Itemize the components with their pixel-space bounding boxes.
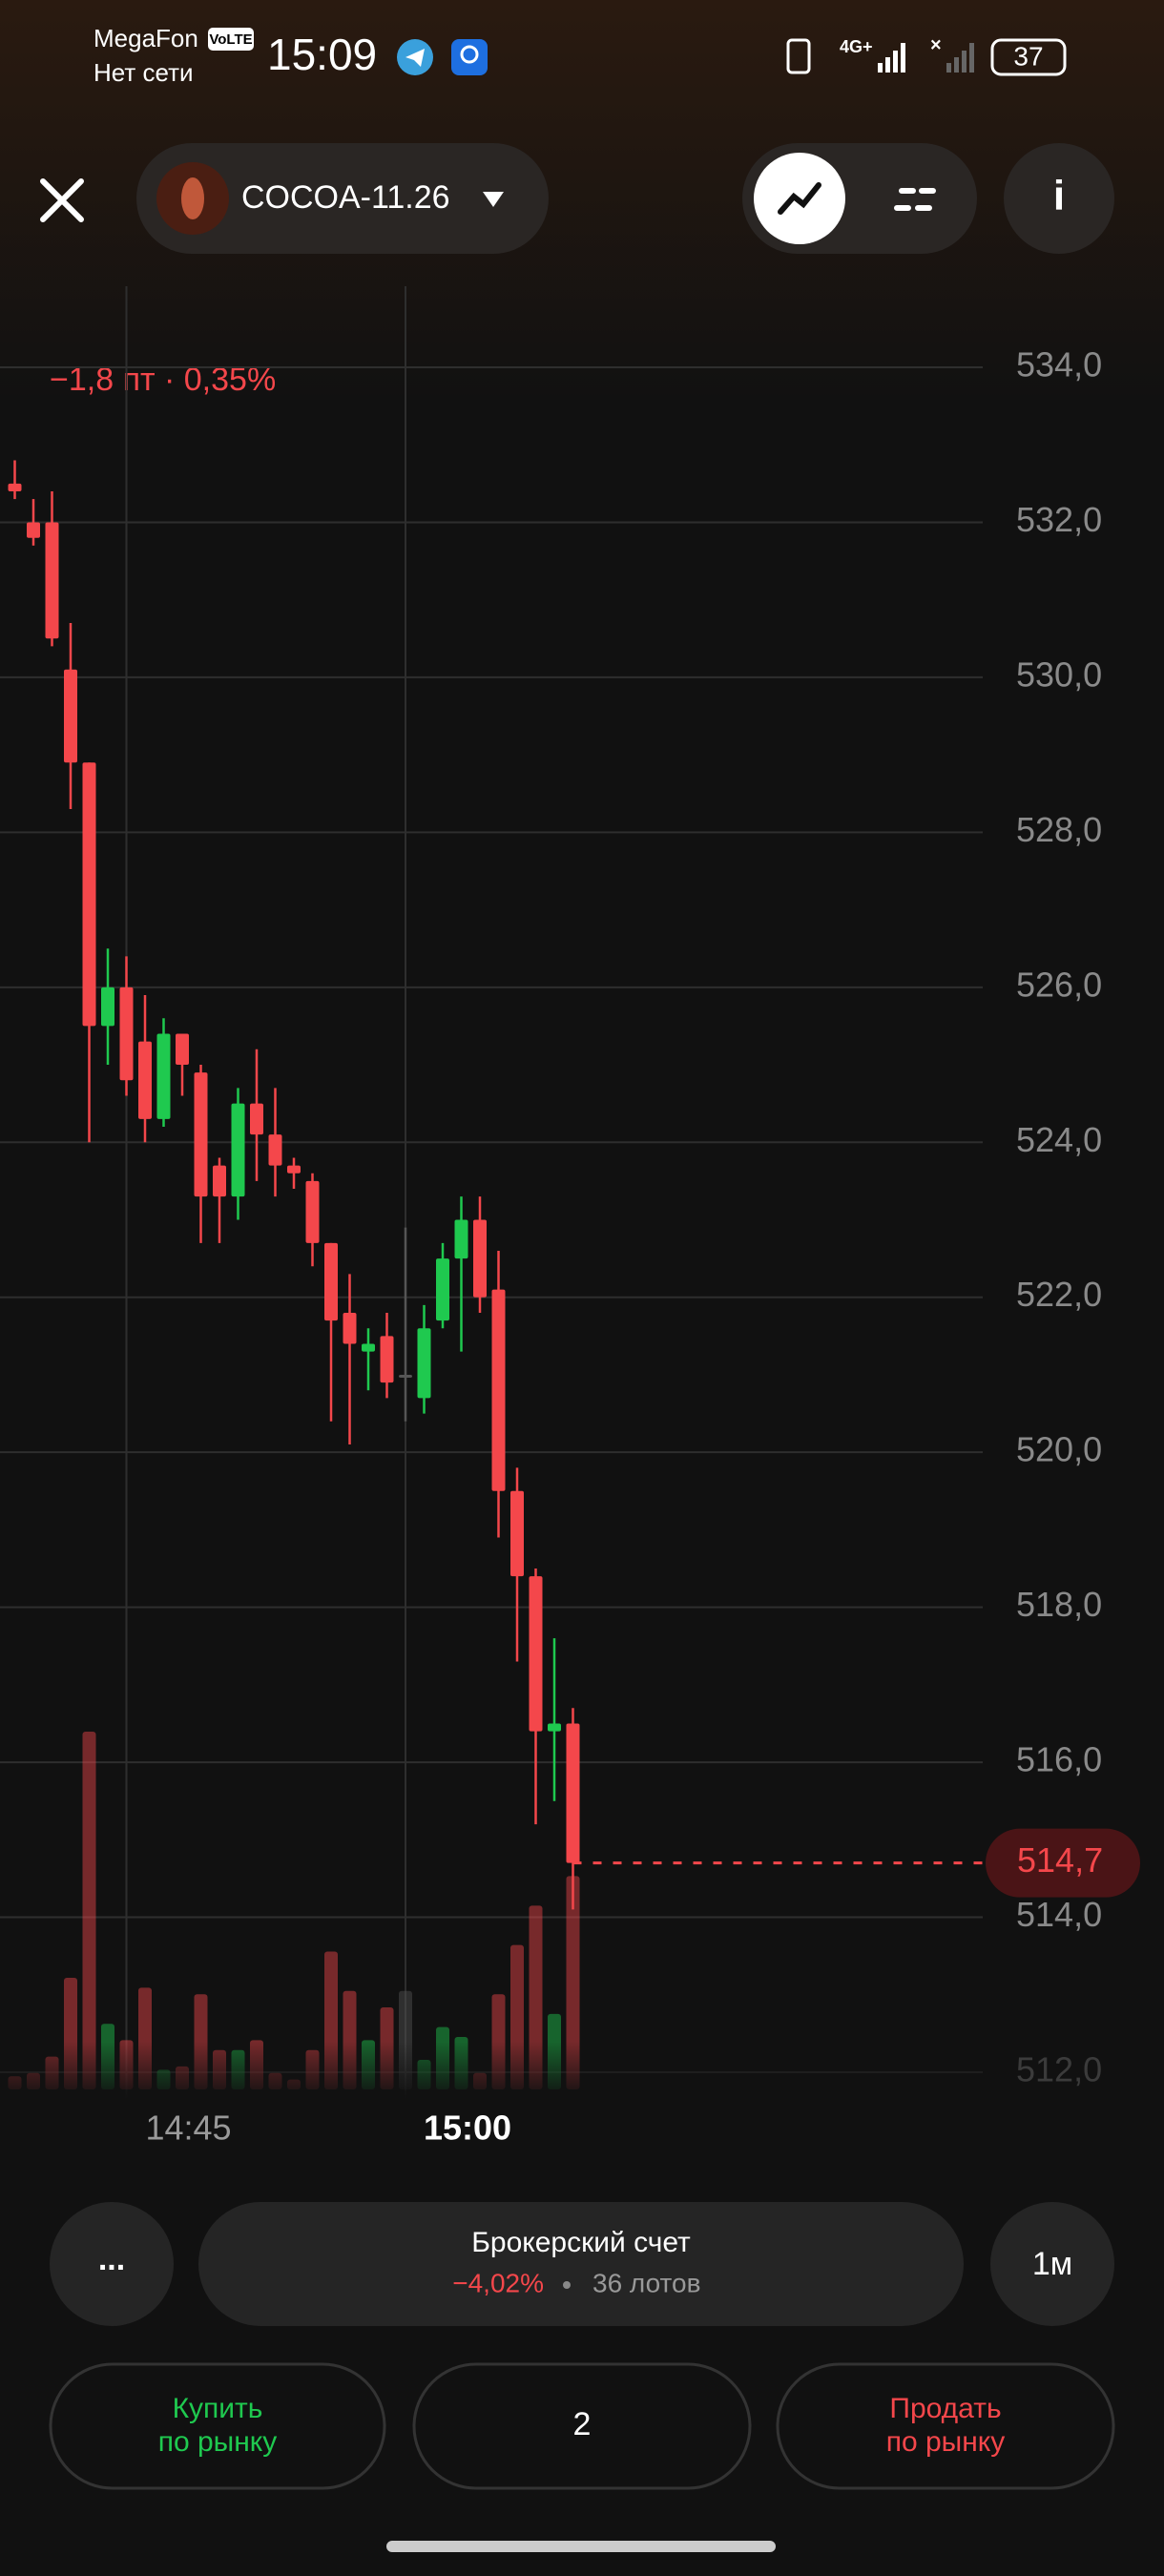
candle-body xyxy=(64,669,77,763)
y-tick-label: 522,0 xyxy=(1016,1275,1102,1314)
signal-1 xyxy=(878,43,905,73)
y-tick-label: 516,0 xyxy=(1016,1740,1102,1779)
candle-body xyxy=(566,1723,580,1863)
candle-body xyxy=(324,1242,338,1321)
quantity-field[interactable] xyxy=(412,2362,752,2490)
candle-body xyxy=(510,1490,524,1577)
candle-body xyxy=(176,1033,189,1066)
no-signal: × xyxy=(930,34,942,55)
candle-body xyxy=(473,1219,487,1298)
candle-body xyxy=(399,1374,412,1378)
dropdown-arrow xyxy=(483,192,504,207)
app-icon xyxy=(451,39,488,75)
y-tick-label: 530,0 xyxy=(1016,654,1102,694)
buy-label: Купить xyxy=(173,2393,263,2424)
volte-badge xyxy=(208,28,254,51)
volume-bar xyxy=(566,1876,580,2089)
battery-level: 37 xyxy=(1013,41,1043,71)
cocoa-glyph xyxy=(181,177,204,219)
account-title: Брокерский счет xyxy=(471,2227,691,2258)
candle-body xyxy=(548,1723,561,1732)
y-tick-label: 514,0 xyxy=(1016,1895,1102,1934)
candle-body xyxy=(343,1312,357,1344)
candle-body xyxy=(45,522,59,639)
instrument-selector[interactable] xyxy=(136,143,549,254)
clock: 15:09 xyxy=(267,30,377,79)
candle-body xyxy=(362,1343,375,1352)
line-glyph xyxy=(778,182,821,215)
y-tick-label: 518,0 xyxy=(1016,1585,1102,1624)
last-price-badge xyxy=(986,1828,1140,1898)
vibrate-icon xyxy=(786,38,811,74)
chart: 14:45 15:00 534,0 532,0 530,0 528,0 526,0 524,0… xyxy=(0,286,1164,2148)
volume-bar xyxy=(82,1732,96,2089)
candle-body xyxy=(82,762,96,1027)
account-lots: 36 лотов xyxy=(592,2268,701,2297)
more-button[interactable] xyxy=(50,2202,174,2326)
candle-body xyxy=(156,1033,171,1119)
candle-body xyxy=(491,1289,506,1491)
info-button[interactable] xyxy=(1004,143,1114,254)
candle-body xyxy=(119,987,134,1081)
home-indicator xyxy=(386,2541,776,2552)
y-tick-label: 532,0 xyxy=(1016,500,1102,539)
candle-body xyxy=(101,987,114,1027)
y-tick-label: 526,0 xyxy=(1016,965,1102,1004)
sell-button[interactable] xyxy=(776,2362,1115,2490)
candle-body xyxy=(268,1134,282,1166)
y-tick-label: 528,0 xyxy=(1016,810,1102,849)
y-tick-label: 520,0 xyxy=(1016,1430,1102,1469)
network-type: 4G+ xyxy=(840,37,873,56)
y-tick-label: 512,0 xyxy=(1016,2050,1102,2089)
candle-body xyxy=(305,1180,320,1243)
x-tick-label: 14:45 xyxy=(145,2109,231,2148)
candle-body xyxy=(287,1165,301,1174)
network-status: Нет сети xyxy=(94,58,194,87)
signal-2 xyxy=(946,43,974,73)
instrument-name: COCOA-11.26 xyxy=(241,179,450,216)
candle-view-button[interactable] xyxy=(894,188,936,211)
interval-label: 1м xyxy=(1032,2246,1072,2282)
volume-fade xyxy=(0,2042,1164,2099)
quantity: 2 xyxy=(573,2406,592,2442)
carrier: MegaFon xyxy=(94,24,198,52)
sell-label: Продать xyxy=(889,2393,1001,2424)
bulb-icon xyxy=(460,45,479,64)
last-price-label: 514,7 xyxy=(1017,1840,1103,1880)
battery xyxy=(990,38,1067,76)
sell-sublabel: по рынку xyxy=(886,2426,1006,2458)
y-tick-label: 524,0 xyxy=(1016,1120,1102,1159)
account-change: −4,02% xyxy=(452,2268,544,2297)
candle-body xyxy=(454,1219,468,1259)
candle-body xyxy=(529,1576,543,1732)
buy-button[interactable] xyxy=(49,2362,386,2490)
y-tick-label: 534,0 xyxy=(1016,345,1102,384)
separator-dot xyxy=(563,2281,571,2289)
candle-body xyxy=(213,1165,226,1197)
candle-body xyxy=(436,1258,449,1321)
buy-sublabel: по рынку xyxy=(158,2426,278,2458)
x-tick-label: 15:00 xyxy=(424,2109,511,2148)
close-button[interactable] xyxy=(40,178,84,222)
candle-body xyxy=(250,1103,263,1135)
info-glyph: i xyxy=(1053,173,1065,219)
volte: VoLTE xyxy=(209,31,252,48)
candle-body xyxy=(138,1041,152,1119)
candle-body xyxy=(27,522,40,538)
telegram-glyph xyxy=(405,49,425,67)
more-label: ... xyxy=(98,2241,125,2277)
candle-body xyxy=(380,1336,394,1383)
candle-body xyxy=(8,483,22,491)
candle-body xyxy=(194,1072,208,1197)
account-selector[interactable] xyxy=(198,2202,964,2326)
candle-body xyxy=(231,1103,245,1197)
candle-body xyxy=(417,1328,431,1399)
interval-button[interactable] xyxy=(990,2202,1114,2326)
